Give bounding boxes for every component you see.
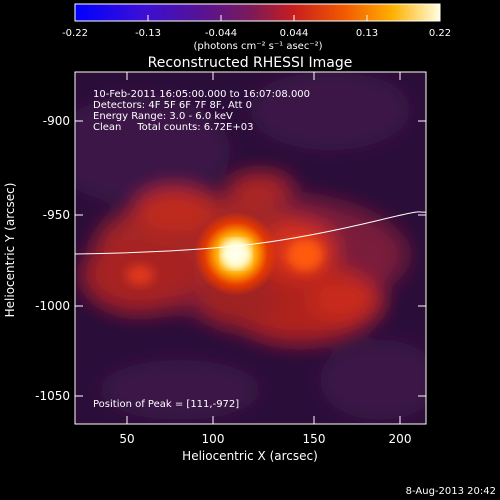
- y-tick-label: -1000: [35, 299, 70, 313]
- colorbar-tick-label: 0.22: [429, 28, 451, 39]
- rhessi-image: [75, 72, 426, 424]
- colorbar-units: (photons cm⁻² s⁻¹ asec⁻²): [193, 41, 322, 52]
- x-axis-ticks: [126, 72, 401, 424]
- y-axis-ticks: [75, 120, 426, 397]
- colorbar-tick-label: -0.22: [62, 28, 88, 39]
- x-tick-label: 100: [202, 432, 225, 446]
- info-clean-counts: Clean Total counts: 6.72E+03: [93, 122, 253, 133]
- colorbar-tick-label: -0.13: [135, 28, 161, 39]
- plot-frame: [74, 71, 427, 425]
- y-tick-label: -1050: [35, 389, 70, 403]
- y-axis-label: Heliocentric Y (arcsec): [3, 183, 17, 318]
- colorbar-tick-label: -0.044: [205, 28, 237, 39]
- plot-title: Reconstructed RHESSI Image: [148, 55, 353, 71]
- info-time-range: 10-Feb-2011 16:05:00.000 to 16:07:08.000: [93, 89, 310, 100]
- colorbar-tick-label: 0.044: [280, 28, 309, 39]
- colorbar-tick-label: 0.13: [356, 28, 378, 39]
- colorbar-ticks: [74, 15, 441, 21]
- colorbar: [74, 3, 441, 22]
- x-tick-label: 150: [303, 432, 326, 446]
- info-energy-range: Energy Range: 3.0 - 6.0 keV: [93, 111, 233, 122]
- x-tick-label: 50: [119, 432, 134, 446]
- footer-timestamp: 8-Aug-2013 20:42: [406, 486, 496, 497]
- peak-position: Position of Peak = [111,-972]: [93, 399, 239, 410]
- x-axis-label: Heliocentric X (arcsec): [182, 449, 318, 463]
- info-detectors: Detectors: 4F 5F 6F 7F 8F, Att 0: [93, 100, 252, 111]
- x-tick-label: 200: [389, 432, 412, 446]
- y-tick-label: -900: [43, 114, 70, 128]
- y-tick-label: -950: [43, 208, 70, 222]
- solar-limb-line: [75, 211, 426, 255]
